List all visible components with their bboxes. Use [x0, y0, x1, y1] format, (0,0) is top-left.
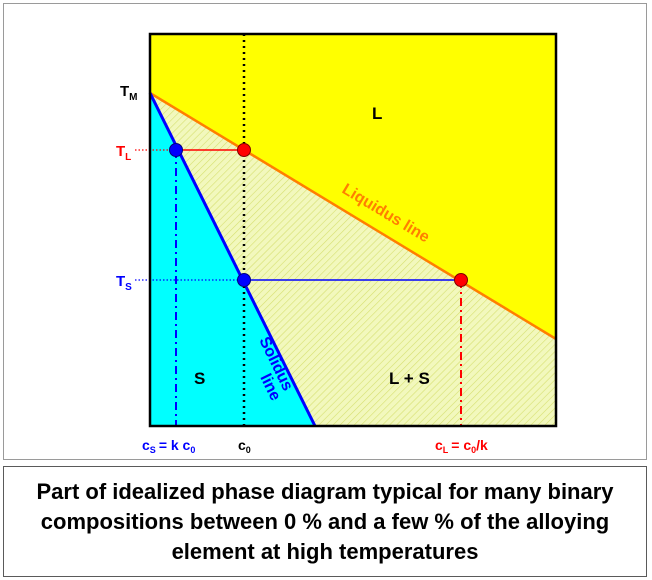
- caption-box: Part of idealized phase diagram typical …: [3, 466, 647, 577]
- ts-solidus-marker: [237, 273, 251, 287]
- diagram-panel: L S L + S Liquidus line Solidus line TM …: [3, 3, 647, 460]
- plot-frame: [148, 32, 558, 428]
- tm-label: TM: [120, 83, 138, 103]
- phase-diagram: L S L + S Liquidus line Solidus line TM …: [116, 32, 558, 455]
- solid-label: S: [194, 369, 205, 388]
- cs-label: cS = k c0: [142, 437, 195, 455]
- c0-label: c0: [238, 437, 251, 455]
- tl-label: TL: [116, 143, 131, 163]
- liquid-label: L: [372, 104, 382, 123]
- liquidus-line: [149, 91, 557, 341]
- figure-caption: Part of idealized phase diagram typical …: [36, 478, 614, 564]
- two-phase-label: L + S: [389, 369, 430, 388]
- tl-liquidus-marker: [237, 143, 251, 157]
- ts-label: TS: [116, 273, 132, 293]
- ts-liquidus-marker: [454, 273, 468, 287]
- two-phase-region: [150, 93, 556, 426]
- liquid-region: [150, 34, 556, 339]
- tl-solidus-marker: [169, 143, 183, 157]
- cl-label: cL = c0/k: [435, 437, 488, 455]
